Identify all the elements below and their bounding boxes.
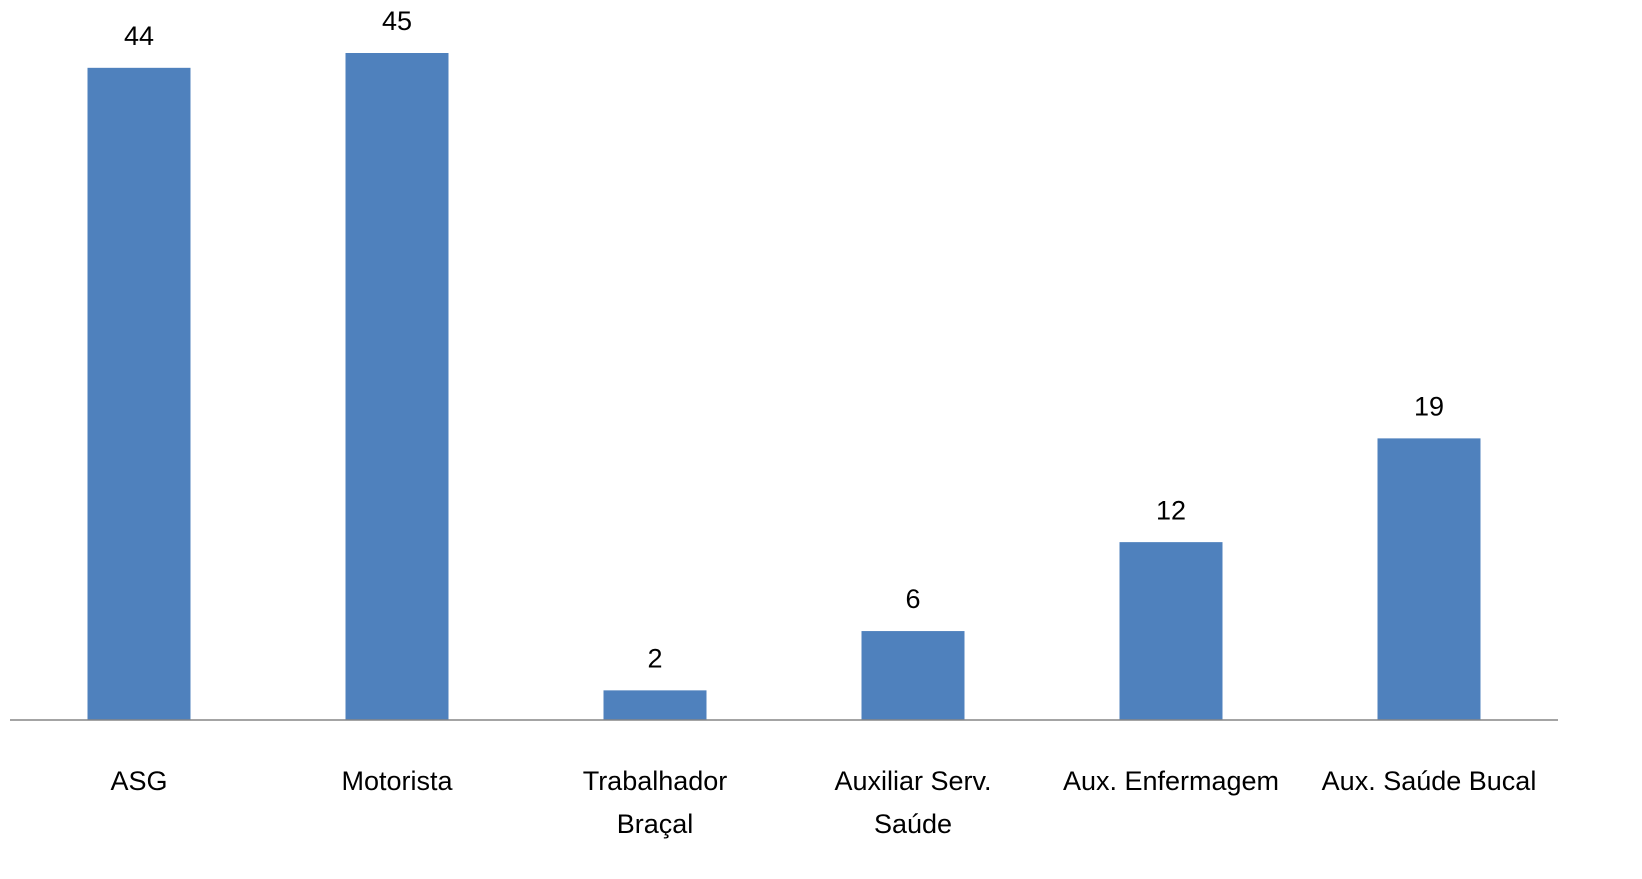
bar [861,631,965,720]
value-label: 19 [1414,392,1444,422]
bar [1377,438,1481,720]
bar [345,53,449,720]
bar [87,67,191,721]
value-label: 44 [124,21,154,51]
bar [1119,542,1223,720]
value-label: 45 [382,6,412,36]
x-tick-label: Aux. Saúde Bucal [1321,766,1537,796]
x-tick-label: Trabalhador Braçal [582,766,728,839]
x-tick-label: ASG [110,766,168,796]
value-label: 2 [647,643,662,673]
x-tick-label: Auxiliar Serv. Saúde [834,766,992,839]
value-label: 12 [1156,495,1186,525]
x-tick-label: Aux. Enfermagem [1062,766,1280,796]
value-label: 6 [905,584,920,614]
bar [603,690,707,720]
x-tick-label: Motorista [341,766,453,796]
